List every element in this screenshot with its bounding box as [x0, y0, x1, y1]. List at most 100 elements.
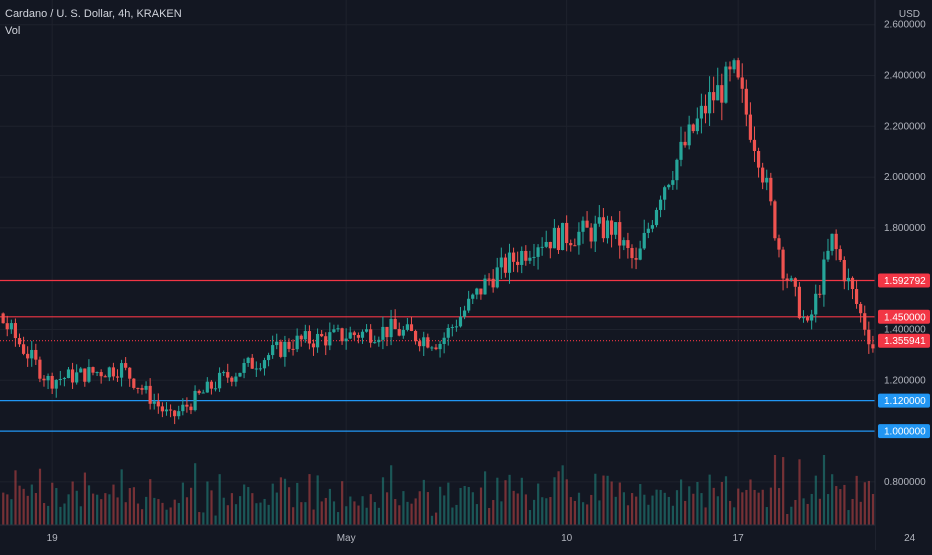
candle-body[interactable] — [805, 317, 810, 321]
candle-body[interactable] — [703, 105, 708, 114]
candle-body[interactable] — [46, 375, 50, 381]
candle-body[interactable] — [524, 250, 528, 261]
candle-body[interactable] — [810, 314, 814, 321]
candle-body[interactable] — [405, 324, 409, 330]
candle-body[interactable] — [430, 347, 434, 349]
candle-body[interactable] — [140, 388, 144, 390]
candle-body[interactable] — [303, 331, 307, 340]
candle-body[interactable] — [838, 249, 842, 261]
candle-body[interactable] — [332, 329, 336, 333]
candle-body[interactable] — [70, 369, 75, 383]
candle-body[interactable] — [413, 330, 418, 342]
candle-body[interactable] — [254, 368, 258, 370]
candle-body[interactable] — [695, 118, 699, 132]
candle-body[interactable] — [491, 278, 495, 288]
candle-body[interactable] — [352, 332, 356, 336]
candle-body[interactable] — [311, 343, 316, 348]
candle-body[interactable] — [536, 247, 540, 257]
candle-body[interactable] — [124, 363, 128, 368]
candle-body[interactable] — [859, 303, 863, 314]
candle-body[interactable] — [450, 327, 454, 329]
candle-body[interactable] — [650, 225, 654, 229]
candle-body[interactable] — [348, 332, 352, 339]
candle-body[interactable] — [279, 341, 283, 357]
candle-body[interactable] — [360, 331, 365, 338]
candle-body[interactable] — [646, 228, 650, 233]
candle-body[interactable] — [262, 360, 267, 369]
candles-layer[interactable] — [1, 57, 875, 425]
candle-body[interactable] — [148, 385, 152, 404]
candle-body[interactable] — [601, 217, 605, 239]
candle-body[interactable] — [442, 337, 446, 344]
volume-indicator-label[interactable]: Vol — [5, 25, 21, 37]
candle-body[interactable] — [209, 381, 213, 389]
candle-body[interactable] — [765, 177, 769, 183]
candle-body[interactable] — [520, 250, 524, 265]
candle-body[interactable] — [548, 241, 552, 249]
candle-body[interactable] — [687, 124, 691, 146]
candle-body[interactable] — [315, 333, 320, 348]
candle-body[interactable] — [132, 378, 136, 388]
candle-body[interactable] — [597, 217, 601, 224]
candle-body[interactable] — [671, 180, 675, 185]
candle-body[interactable] — [250, 357, 254, 369]
candle-body[interactable] — [299, 335, 303, 340]
candle-body[interactable] — [785, 278, 789, 281]
candle-body[interactable] — [552, 227, 556, 249]
candle-body[interactable] — [369, 329, 373, 343]
candle-body[interactable] — [495, 267, 499, 288]
candle-body[interactable] — [434, 347, 438, 350]
candle-body[interactable] — [238, 372, 242, 377]
candle-body[interactable] — [475, 288, 479, 295]
candle-body[interactable] — [381, 326, 385, 340]
candle-body[interactable] — [842, 260, 846, 282]
candle-body[interactable] — [201, 392, 205, 394]
candle-body[interactable] — [487, 278, 491, 280]
candle-body[interactable] — [426, 337, 430, 348]
candle-body[interactable] — [275, 341, 279, 346]
candle-body[interactable] — [152, 401, 156, 404]
candle-body[interactable] — [266, 355, 271, 361]
candle-body[interactable] — [826, 250, 830, 260]
candle-body[interactable] — [83, 368, 87, 382]
candle-body[interactable] — [1, 313, 5, 324]
candle-body[interactable] — [818, 293, 822, 295]
candle-body[interactable] — [516, 261, 520, 265]
candle-body[interactable] — [462, 310, 467, 317]
candle-body[interactable] — [683, 141, 687, 146]
candle-body[interactable] — [471, 294, 475, 299]
candle-body[interactable] — [66, 369, 71, 379]
candle-body[interactable] — [724, 66, 728, 103]
candle-body[interactable] — [761, 167, 765, 183]
candle-body[interactable] — [626, 240, 630, 249]
candle-body[interactable] — [115, 376, 120, 378]
candle-body[interactable] — [364, 329, 369, 332]
candle-body[interactable] — [58, 378, 62, 380]
candle-body[interactable] — [230, 377, 234, 382]
candle-body[interactable] — [385, 326, 389, 338]
candle-body[interactable] — [630, 248, 634, 259]
candle-body[interactable] — [397, 329, 401, 336]
candle-body[interactable] — [156, 401, 160, 407]
candle-body[interactable] — [5, 323, 9, 330]
candle-body[interactable] — [585, 220, 589, 228]
candle-body[interactable] — [136, 387, 140, 389]
candle-body[interactable] — [389, 318, 393, 338]
candle-body[interactable] — [732, 60, 736, 70]
candle-body[interactable] — [119, 363, 124, 378]
candle-body[interactable] — [54, 379, 58, 389]
candle-body[interactable] — [446, 327, 450, 338]
candle-body[interactable] — [777, 238, 781, 250]
candle-body[interactable] — [863, 313, 867, 330]
candle-body[interactable] — [540, 246, 544, 248]
candle-body[interactable] — [34, 349, 38, 360]
candle-body[interactable] — [854, 289, 859, 304]
candle-body[interactable] — [271, 345, 275, 356]
candle-body[interactable] — [511, 252, 516, 262]
candle-body[interactable] — [752, 139, 757, 152]
candle-body[interactable] — [667, 184, 671, 188]
candle-body[interactable] — [834, 233, 838, 250]
candle-body[interactable] — [222, 372, 226, 374]
candle-body[interactable] — [577, 231, 581, 246]
